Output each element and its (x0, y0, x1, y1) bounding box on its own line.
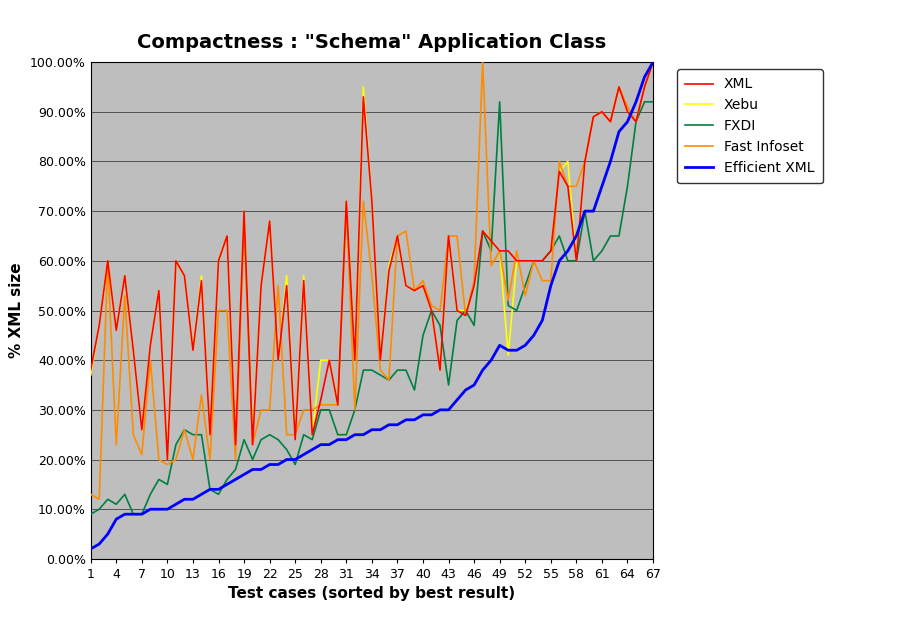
XML (324, 356, 335, 364)
Efficient XML (613, 128, 624, 135)
FXDI (85, 510, 96, 518)
Fast Infoset (85, 491, 96, 498)
FXDI (171, 441, 181, 448)
XML (162, 456, 173, 463)
Xebu (349, 356, 360, 364)
Xebu (85, 371, 96, 379)
FXDI (316, 406, 327, 414)
Line: Fast Infoset: Fast Infoset (91, 62, 653, 499)
Efficient XML (648, 58, 658, 66)
FXDI (494, 98, 505, 106)
XML (349, 356, 360, 364)
Fast Infoset (93, 496, 104, 503)
Fast Infoset (324, 401, 335, 409)
Xebu (520, 257, 531, 265)
Xebu (179, 272, 190, 279)
Xebu (613, 83, 624, 91)
Y-axis label: % XML size: % XML size (9, 263, 24, 358)
FXDI (648, 98, 658, 106)
Efficient XML (213, 486, 224, 493)
Xebu (153, 287, 164, 294)
FXDI (613, 232, 624, 240)
FXDI (341, 431, 352, 438)
Fast Infoset (613, 83, 624, 91)
Line: Xebu: Xebu (91, 62, 653, 460)
Efficient XML (171, 501, 181, 508)
Efficient XML (512, 347, 522, 354)
Title: Compactness : "Schema" Application Class: Compactness : "Schema" Application Class (137, 33, 607, 52)
Efficient XML (316, 441, 327, 448)
FXDI (153, 476, 164, 483)
Xebu (162, 456, 173, 463)
Line: FXDI: FXDI (91, 102, 653, 514)
Fast Infoset (528, 257, 539, 265)
X-axis label: Test cases (sorted by best result): Test cases (sorted by best result) (229, 586, 515, 602)
XML (153, 287, 164, 294)
Xebu (324, 356, 335, 364)
Efficient XML (341, 436, 352, 443)
Line: Efficient XML: Efficient XML (91, 62, 653, 549)
XML (179, 272, 190, 279)
XML (613, 83, 624, 91)
Fast Infoset (349, 406, 360, 414)
Legend: XML, Xebu, FXDI, Fast Infoset, Efficient XML: XML, Xebu, FXDI, Fast Infoset, Efficient… (677, 69, 823, 183)
Efficient XML (85, 545, 96, 553)
Fast Infoset (648, 58, 658, 66)
Fast Infoset (162, 461, 173, 468)
Fast Infoset (136, 451, 147, 458)
FXDI (520, 282, 531, 289)
XML (520, 257, 531, 265)
Xebu (648, 58, 658, 66)
XML (85, 366, 96, 374)
XML (648, 58, 658, 66)
Fast Infoset (477, 58, 488, 66)
Line: XML: XML (91, 62, 653, 460)
